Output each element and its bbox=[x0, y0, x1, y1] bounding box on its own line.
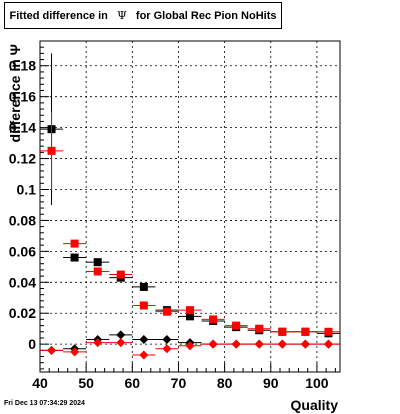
data-point-diamond bbox=[162, 344, 172, 354]
data-point-square bbox=[116, 270, 125, 279]
data-point-diamond bbox=[254, 339, 264, 349]
y-tick-label: 0.04 bbox=[9, 274, 36, 290]
x-tick-label: 80 bbox=[217, 375, 233, 391]
y-tick-label: 0.12 bbox=[9, 151, 36, 167]
y-tick-label: 0.02 bbox=[9, 305, 36, 321]
data-point-diamond bbox=[185, 341, 195, 351]
data-point-square bbox=[47, 146, 56, 155]
x-axis-title: Quality bbox=[291, 397, 339, 413]
ticks-layer: 40 50 60 70 80 90 100 0 0.02 0.04 0.06 0.08 0.1 0.12 0… bbox=[9, 40, 336, 391]
data-point-square bbox=[93, 258, 102, 267]
data-point-square bbox=[278, 327, 287, 336]
data-point-square bbox=[139, 301, 148, 310]
y-tick-label: 0.18 bbox=[9, 58, 36, 74]
y-axis-title: difference in Ψ bbox=[7, 44, 23, 142]
y-tick-label: 0.16 bbox=[9, 89, 36, 105]
data-point-square bbox=[186, 306, 194, 315]
x-tick-label: 60 bbox=[125, 375, 141, 391]
title-prefix: Fitted difference in bbox=[9, 9, 108, 22]
data-series bbox=[40, 338, 340, 360]
data-point-diamond bbox=[70, 347, 80, 357]
psi-symbol: Ψ bbox=[117, 9, 127, 22]
data-point-diamond bbox=[208, 339, 218, 349]
y-tick-label: 0.1 bbox=[17, 181, 37, 197]
footer-date: Fri Dec 13 07:34:29 2024 bbox=[4, 400, 85, 407]
data-layer bbox=[40, 53, 340, 360]
data-point-square bbox=[301, 327, 310, 336]
title-box: Fitted difference in Ψ for Global Rec Pi… bbox=[4, 2, 282, 29]
data-point-square bbox=[93, 267, 102, 276]
grid-layer bbox=[40, 41, 340, 372]
data-point-square bbox=[232, 321, 241, 330]
x-tick-label: 50 bbox=[78, 375, 94, 391]
data-point-diamond bbox=[300, 339, 310, 349]
chart-title: Fitted difference in Ψ for Global Rec Pi… bbox=[5, 3, 281, 28]
y-tick-label: 0.08 bbox=[9, 212, 36, 228]
data-point-square bbox=[139, 282, 148, 291]
y-tick-label: 0.14 bbox=[9, 120, 36, 136]
data-point-diamond bbox=[47, 345, 57, 355]
title-suffix: for Global Rec Pion NoHits bbox=[135, 9, 277, 22]
y-tick-label: 0.06 bbox=[9, 243, 36, 259]
x-tick-label: 90 bbox=[263, 375, 279, 391]
data-point-diamond bbox=[162, 335, 172, 345]
data-point-diamond bbox=[139, 350, 149, 360]
data-point-square bbox=[186, 312, 194, 321]
data-point-square bbox=[209, 315, 218, 324]
data-point-diamond bbox=[323, 339, 333, 349]
data-point-diamond bbox=[93, 338, 103, 348]
x-tick-label: 100 bbox=[305, 375, 329, 391]
data-point-diamond bbox=[139, 335, 149, 345]
data-point-square bbox=[70, 239, 79, 248]
x-tick-label: 70 bbox=[171, 375, 187, 391]
data-point-diamond bbox=[116, 338, 126, 348]
data-point-diamond bbox=[277, 339, 287, 349]
data-series bbox=[40, 53, 340, 338]
plot-frame bbox=[39, 40, 341, 373]
data-point-square bbox=[255, 324, 264, 333]
data-point-square bbox=[162, 307, 171, 316]
y-tick-label: 0 bbox=[28, 336, 36, 352]
x-tick-label: 40 bbox=[32, 375, 48, 391]
data-point-diamond bbox=[231, 339, 241, 349]
data-point-square bbox=[324, 327, 333, 336]
data-series bbox=[40, 112, 340, 336]
data-point-diamond bbox=[116, 330, 126, 340]
data-point-square bbox=[70, 253, 79, 262]
